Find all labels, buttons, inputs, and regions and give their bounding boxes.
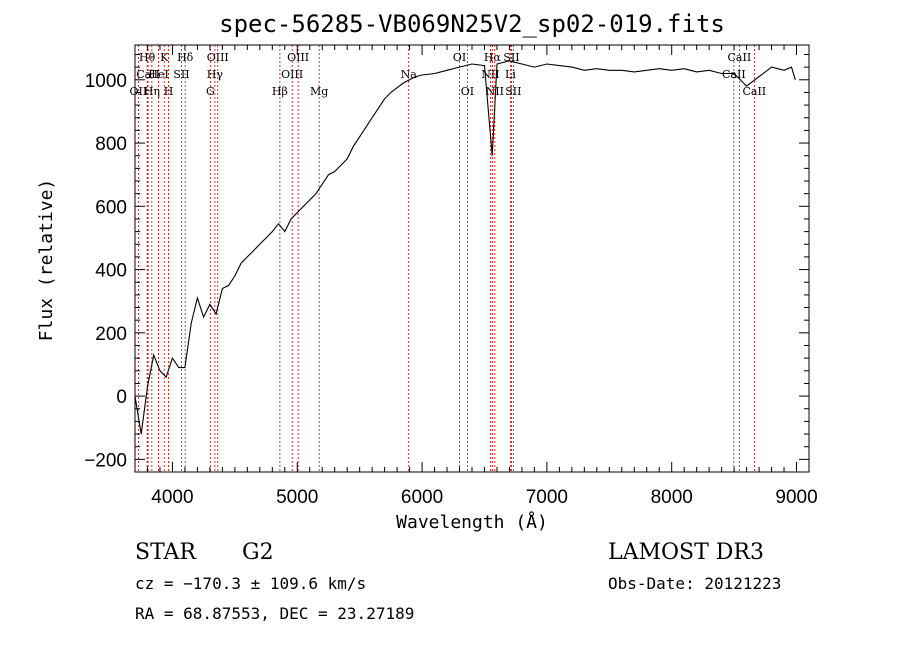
x-tick-label: 6000: [401, 487, 443, 508]
line-label: HeI: [148, 68, 168, 81]
line-label: Mg: [310, 85, 328, 98]
y-tick-label: 800: [95, 134, 127, 155]
y-tick-label: 200: [95, 324, 127, 345]
line-label: OII: [130, 85, 148, 98]
line-label: CaII: [136, 68, 160, 81]
x-tick-label: 8000: [651, 487, 693, 508]
line-label: OIII: [281, 68, 303, 81]
y-tick-label: 400: [95, 261, 127, 282]
x-tick-label: 4000: [151, 487, 193, 508]
x-tick-label: 5000: [276, 487, 318, 508]
line-label: OIII: [287, 51, 309, 64]
x-tick-label: 7000: [526, 487, 568, 508]
line-label: Na: [401, 68, 418, 81]
survey-name: LAMOST DR3: [608, 540, 764, 565]
line-label: SII: [173, 68, 189, 81]
coords-text: RA = 68.87553, DEC = 23.27189: [135, 604, 414, 623]
plot-frame: [134, 44, 810, 473]
spectrum-line: [134, 60, 796, 435]
line-label: CaII: [728, 51, 752, 64]
line-label: CaII: [722, 68, 746, 81]
line-label: Hθ: [139, 51, 156, 64]
emission-line-markers: [137, 45, 755, 472]
y-axis-ticks: −200 0 200 400 600 800 1000: [84, 53, 809, 473]
line-label: Hα: [484, 51, 502, 64]
line-label: OIII: [207, 51, 229, 64]
line-label: SII: [503, 51, 519, 64]
line-label: G: [206, 85, 215, 98]
chart-title: spec-56285-VB069N25V2_sp02-019.fits: [219, 10, 725, 38]
line-label: Hη: [144, 85, 160, 98]
line-label: Hγ: [207, 68, 224, 81]
x-axis-label: Wavelength (Å): [396, 511, 548, 533]
line-label: Hδ: [177, 51, 194, 64]
x-axis-ticks: 4000 5000 6000 7000 8000 9000: [134, 45, 818, 508]
line-label: OI: [461, 85, 474, 98]
y-tick-label: 1000: [85, 71, 127, 92]
line-label: H: [164, 85, 174, 98]
line-label: OI: [453, 51, 466, 64]
line-label: Hβ: [272, 85, 288, 98]
emission-line-labels: Hθ CaII OII K HeI Hη SII H Hδ OIII Hγ G Hβ OIII OIII Mg…: [130, 51, 767, 98]
line-label: SII: [505, 85, 521, 98]
y-tick-label: 0: [116, 387, 127, 408]
redshift-text: cz = −170.3 ± 109.6 km/s: [135, 574, 366, 593]
line-label: Li: [505, 68, 516, 81]
line-label: CaII: [742, 85, 766, 98]
object-class: STAR: [135, 540, 197, 565]
y-tick-label: −200: [84, 450, 127, 471]
y-tick-label: 600: [95, 197, 127, 218]
x-tick-label: 9000: [775, 487, 817, 508]
line-label: K: [160, 51, 169, 64]
obs-date-text: Obs-Date: 20121223: [608, 574, 781, 593]
object-subclass: G2: [242, 540, 274, 565]
y-axis-label: Flux (relative): [36, 179, 57, 342]
line-label: NII: [486, 85, 504, 98]
